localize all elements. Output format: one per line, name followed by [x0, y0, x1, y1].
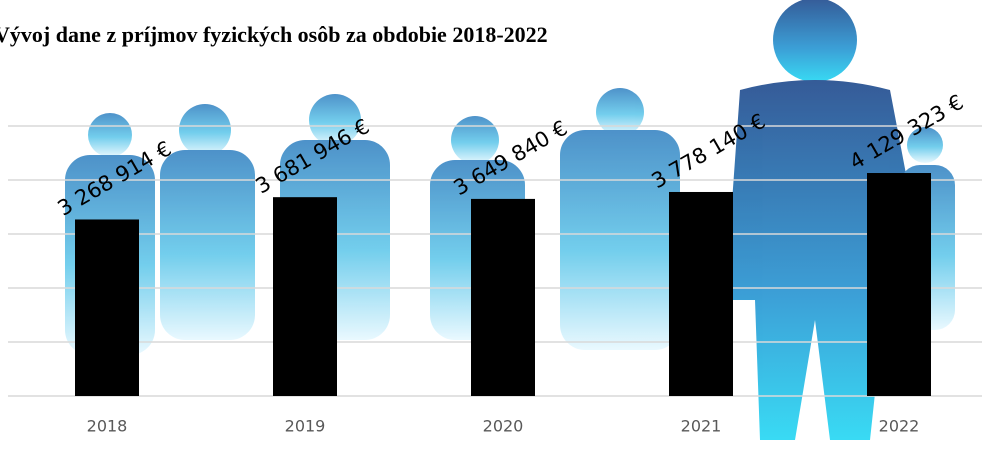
- bar: [75, 219, 139, 396]
- x-tick-label: 2019: [285, 417, 326, 436]
- chart-title: Vývoj dane z príjmov fyzických osôb za o…: [0, 22, 548, 47]
- bar: [471, 199, 535, 396]
- x-tick-label: 2022: [879, 417, 920, 436]
- x-tick-label: 2021: [681, 417, 722, 436]
- bar: [867, 173, 931, 396]
- page: 20183 268 914 €20193 681 946 €20203 649 …: [0, 0, 982, 453]
- chart: 20183 268 914 €20193 681 946 €20203 649 …: [0, 0, 982, 453]
- x-tick-label: 2020: [483, 417, 524, 436]
- bar: [273, 197, 337, 396]
- bar: [669, 192, 733, 396]
- x-tick-label: 2018: [87, 417, 128, 436]
